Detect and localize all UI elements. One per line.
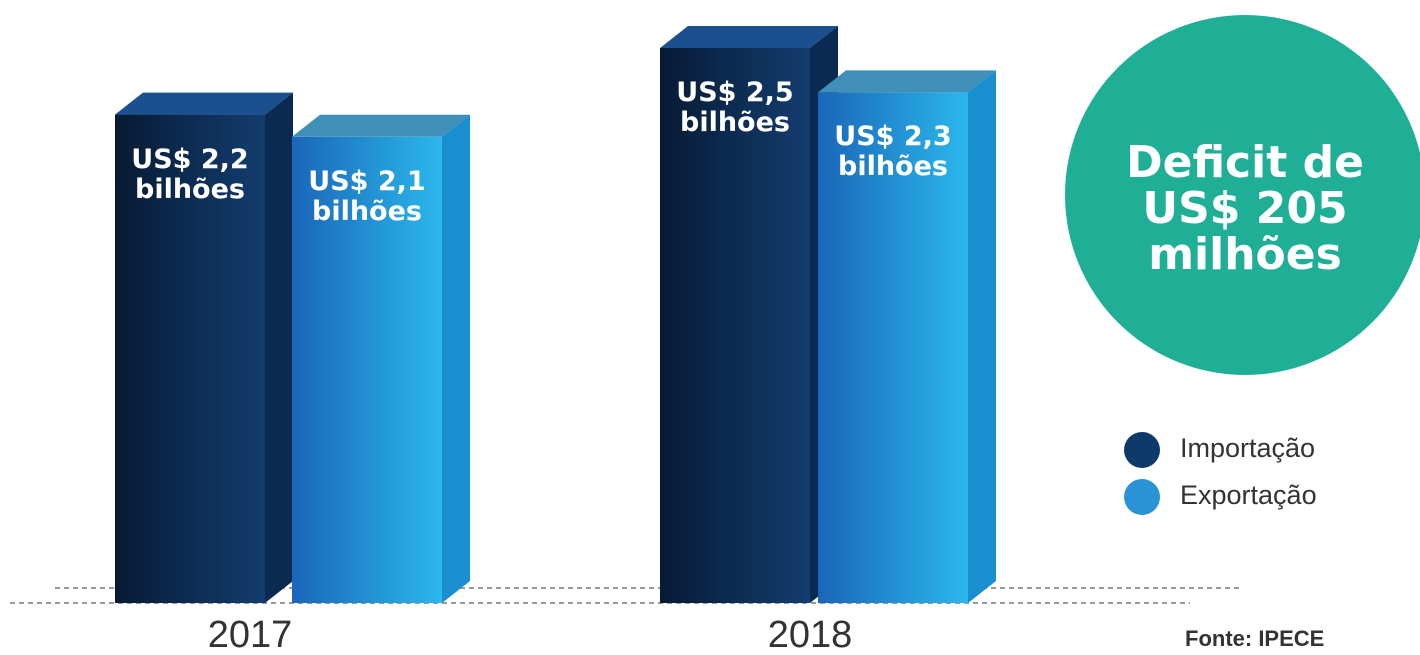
bar [660, 48, 810, 603]
deficit-circle [1065, 15, 1420, 375]
legend-marker [1124, 432, 1160, 468]
bar [115, 114, 265, 603]
bar-top [818, 70, 996, 93]
annotation: Deficit de US$ 205 milhões [1126, 137, 1364, 280]
source: Fonte: IPECE [1185, 626, 1325, 651]
x-tick-label: 2017 [207, 614, 293, 655]
value-label: US$ 2,5 bilhões [676, 77, 794, 138]
bar-side [265, 92, 293, 603]
bar-top [115, 92, 293, 115]
legend-label: Importação [1180, 433, 1316, 463]
bar-top [292, 114, 470, 137]
legend-marker [1124, 479, 1160, 515]
value-label: US$ 2,2 bilhões [131, 143, 249, 205]
bar-top [660, 26, 838, 48]
bar-side [968, 70, 996, 603]
value-label: US$ 2,3 bilhões [834, 121, 952, 183]
bar [818, 92, 968, 604]
x-tick-label: 2018 [767, 614, 853, 655]
bar [292, 136, 442, 604]
bar-side [442, 114, 470, 604]
legend-label: Exportação [1180, 480, 1317, 510]
value-label: US$ 2,1 bilhões [308, 165, 426, 227]
